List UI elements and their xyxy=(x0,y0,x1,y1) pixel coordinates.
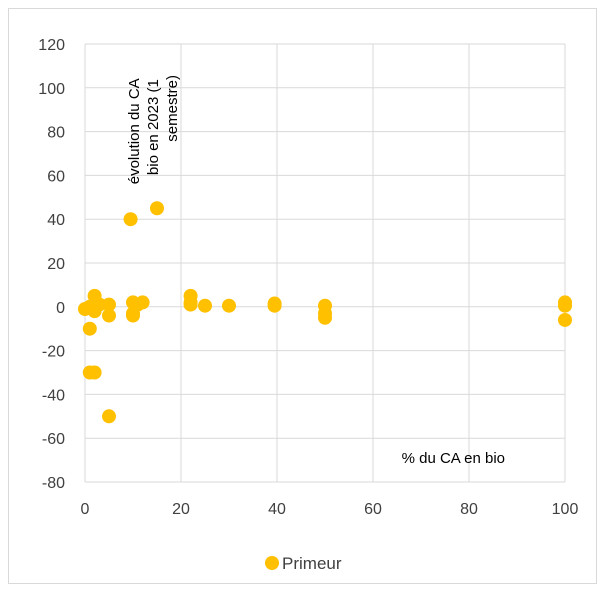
x-tick-label: 40 xyxy=(268,501,286,518)
data-point[interactable] xyxy=(135,295,150,310)
x-tick-label: 80 xyxy=(460,501,478,518)
gridlines xyxy=(84,43,566,483)
data-point[interactable] xyxy=(92,297,107,312)
data-point[interactable] xyxy=(102,409,116,424)
data-point[interactable] xyxy=(267,298,282,313)
y-axis-title-line-2: bio en 2023 (1 xyxy=(145,79,162,175)
y-tick-label: -40 xyxy=(42,387,65,404)
data-point[interactable] xyxy=(87,365,102,380)
y-tick-label: 80 xyxy=(47,125,65,142)
data-point[interactable] xyxy=(183,297,198,312)
scatter-chart: 120 100 80 60 40 20 0 -20 -40 -60 -80 0 20 40 60 80 100… xyxy=(38,37,579,573)
data-point[interactable] xyxy=(102,297,116,312)
legend-marker-primeur xyxy=(265,556,279,570)
y-tick-label: -80 xyxy=(42,475,65,492)
y-axis-title-line-1: évolution du CA xyxy=(126,78,143,184)
y-tick-label: 60 xyxy=(47,168,65,185)
y-tick-label: 20 xyxy=(47,256,65,273)
data-point[interactable] xyxy=(222,298,236,313)
data-point[interactable] xyxy=(558,312,572,327)
y-tick-label: -20 xyxy=(42,344,65,361)
y-axis-title: évolution du CA bio en 2023 (1 semestre) xyxy=(126,75,181,184)
y-axis-tick-labels: 120 100 80 60 40 20 0 -20 -40 -60 -80 xyxy=(38,37,65,492)
x-tick-label: 100 xyxy=(552,501,579,518)
data-point[interactable] xyxy=(150,201,164,216)
data-point[interactable] xyxy=(82,321,97,336)
data-point[interactable] xyxy=(198,298,212,313)
y-tick-label: 0 xyxy=(56,300,65,317)
legend[interactable]: Primeur xyxy=(265,554,342,573)
data-point[interactable] xyxy=(102,308,116,323)
x-axis-title: % du CA en bio xyxy=(402,450,505,467)
x-axis-tick-labels: 0 20 40 60 80 100 xyxy=(81,501,579,518)
chart-frame: 120 100 80 60 40 20 0 -20 -40 -60 -80 0 20 40 60 80 100… xyxy=(8,8,597,584)
x-tick-label: 0 xyxy=(81,501,90,518)
y-axis-title-line-3: semestre) xyxy=(164,75,181,142)
legend-label-primeur: Primeur xyxy=(282,554,342,573)
data-point[interactable] xyxy=(123,212,138,227)
data-point[interactable] xyxy=(318,310,332,325)
data-point[interactable] xyxy=(126,308,140,323)
data-points xyxy=(78,201,572,424)
y-tick-label: 100 xyxy=(38,81,65,98)
x-tick-label: 60 xyxy=(364,501,382,518)
y-tick-label: 40 xyxy=(47,212,65,229)
y-tick-label: -60 xyxy=(42,431,65,448)
data-point[interactable] xyxy=(558,298,572,313)
y-tick-label: 120 xyxy=(38,37,65,54)
x-tick-label: 20 xyxy=(172,501,190,518)
